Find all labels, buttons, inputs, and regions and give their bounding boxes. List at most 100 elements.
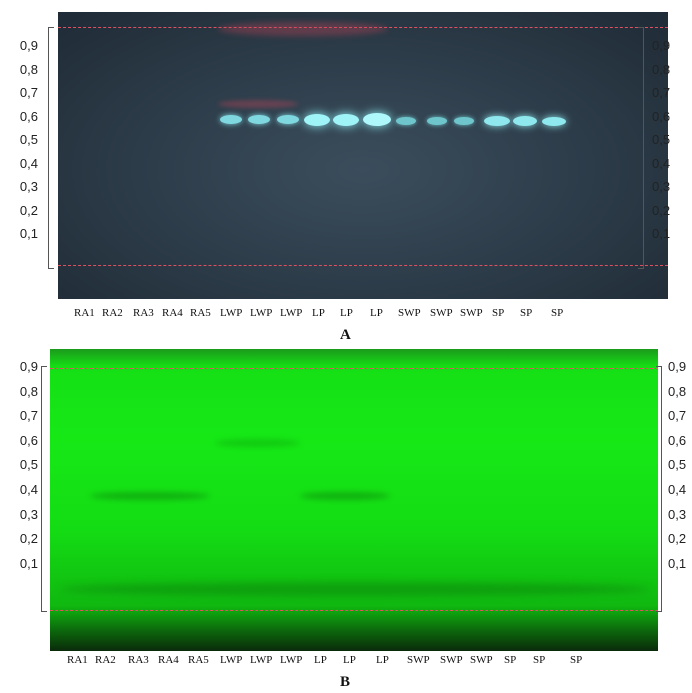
- panel-b-caption: B: [340, 674, 351, 690]
- right-bracket-b: [656, 366, 662, 612]
- lane-label: SP: [551, 307, 564, 319]
- band-lwp-2: [248, 115, 270, 124]
- lane-label: SP: [492, 307, 505, 319]
- red-spot-row-upper: [218, 100, 298, 108]
- rf-tick-label: 0,7: [652, 85, 671, 100]
- lane-label: SWP: [430, 307, 453, 319]
- lane-label: LP: [312, 307, 325, 319]
- lane-label: SWP: [470, 654, 493, 666]
- rf-tick-label: 0,9: [19, 359, 38, 374]
- lane-label: RA4: [162, 307, 183, 319]
- band-sp-3: [542, 117, 566, 126]
- tlc-plate-b-image: [50, 349, 658, 651]
- rf-tick-label: 0,8: [19, 383, 38, 399]
- lane-label: LP: [376, 654, 389, 666]
- lane-label: LP: [314, 654, 327, 666]
- lane-label: LWP: [220, 654, 243, 666]
- band-lwp-1: [220, 115, 242, 124]
- rf-tick-label: 0,1: [19, 226, 38, 241]
- band-lwp-3: [277, 115, 299, 124]
- lane-label: RA1: [67, 654, 88, 666]
- band-sp-2: [513, 116, 537, 126]
- rf-tick-label: 0,3: [652, 179, 671, 194]
- rf-tick-label: 0,8: [652, 61, 671, 77]
- rf-tick-label: 0,1: [19, 555, 38, 571]
- solvent-front-line-b: [50, 368, 658, 369]
- rf-tick-label: 0,5: [668, 457, 687, 473]
- rf-tick-label: 0,7: [668, 408, 687, 424]
- lane-label: RA3: [128, 654, 149, 666]
- rf-tick-label: 0,8: [668, 383, 687, 399]
- rf-tick-label: 0,6: [668, 432, 687, 448]
- lane-label: RA3: [133, 307, 154, 319]
- panel-a-caption: A: [340, 327, 351, 343]
- rf-tick-label: 0,4: [652, 155, 671, 171]
- rf-tick-label: 0,3: [19, 506, 38, 522]
- quench-band-lwp: [215, 439, 300, 447]
- rf-tick-label: 0,1: [652, 226, 671, 241]
- rf-tick-label: 0,9: [652, 38, 671, 53]
- band-lp-1: [304, 114, 330, 126]
- quench-band-ra: [90, 492, 210, 500]
- band-lp-3: [363, 113, 391, 126]
- rf-tick-label: 0,6: [652, 108, 671, 124]
- tlc-plate-a-image: [58, 12, 668, 299]
- band-swp-1: [396, 117, 416, 125]
- lane-label: SP: [504, 654, 517, 666]
- rf-tick-label: 0,4: [19, 482, 38, 497]
- lane-label: SP: [533, 654, 546, 666]
- origin-line-b: [50, 610, 658, 611]
- lane-label: SWP: [460, 307, 483, 319]
- rf-tick-label: 0,7: [19, 408, 38, 424]
- rf-tick-label: 0,2: [19, 531, 38, 547]
- rf-tick-label: 0,6: [19, 108, 38, 124]
- lane-label: LWP: [280, 654, 303, 666]
- lane-label: RA2: [95, 654, 116, 666]
- lane-label: RA5: [190, 307, 211, 319]
- rf-tick-label: 0,6: [19, 432, 38, 448]
- lane-label: SP: [570, 654, 583, 666]
- rf-tick-label: 0,3: [19, 179, 38, 194]
- lane-label: LWP: [220, 307, 243, 319]
- lane-label: RA4: [158, 654, 179, 666]
- rf-tick-label: 0,9: [19, 38, 38, 53]
- rf-tick-label: 0,5: [19, 457, 38, 473]
- lane-label: RA1: [74, 307, 95, 319]
- left-bracket-b: [41, 366, 47, 612]
- band-swp-3: [454, 117, 474, 125]
- origin-line-a: [58, 265, 668, 266]
- band-lp-2: [333, 114, 359, 126]
- lane-label: LWP: [280, 307, 303, 319]
- red-spot-row-front: [218, 22, 388, 36]
- rf-tick-label: 0,2: [668, 531, 687, 547]
- lane-label: SWP: [407, 654, 430, 666]
- rf-tick-label: 0,2: [19, 202, 38, 218]
- lane-label: SP: [520, 307, 533, 319]
- rf-tick-label: 0,5: [19, 132, 38, 147]
- lane-label: LP: [340, 307, 353, 319]
- left-bracket-a: [48, 27, 54, 269]
- lane-label: SWP: [398, 307, 421, 319]
- lane-label: RA2: [102, 307, 123, 319]
- rf-tick-label: 0,2: [652, 202, 671, 218]
- right-bracket-a: [638, 27, 644, 269]
- rf-tick-label: 0,4: [19, 155, 38, 171]
- rf-tick-label: 0,7: [19, 85, 38, 100]
- lane-label: LP: [370, 307, 383, 319]
- solvent-front-line-a: [58, 27, 668, 28]
- quench-band-lp: [300, 492, 390, 500]
- rf-tick-label: 0,8: [19, 61, 38, 77]
- lane-label: LWP: [250, 654, 273, 666]
- rf-tick-label: 0,5: [652, 132, 671, 147]
- lane-label: SWP: [440, 654, 463, 666]
- quench-origin-row: [60, 582, 650, 596]
- band-swp-2: [427, 117, 447, 125]
- rf-tick-label: 0,4: [668, 482, 687, 497]
- rf-tick-label: 0,9: [668, 359, 687, 374]
- rf-tick-label: 0,1: [668, 555, 687, 571]
- lane-label: LP: [343, 654, 356, 666]
- rf-tick-label: 0,3: [668, 506, 687, 522]
- band-sp-1: [484, 116, 510, 126]
- lane-label: LWP: [250, 307, 273, 319]
- lane-label: RA5: [188, 654, 209, 666]
